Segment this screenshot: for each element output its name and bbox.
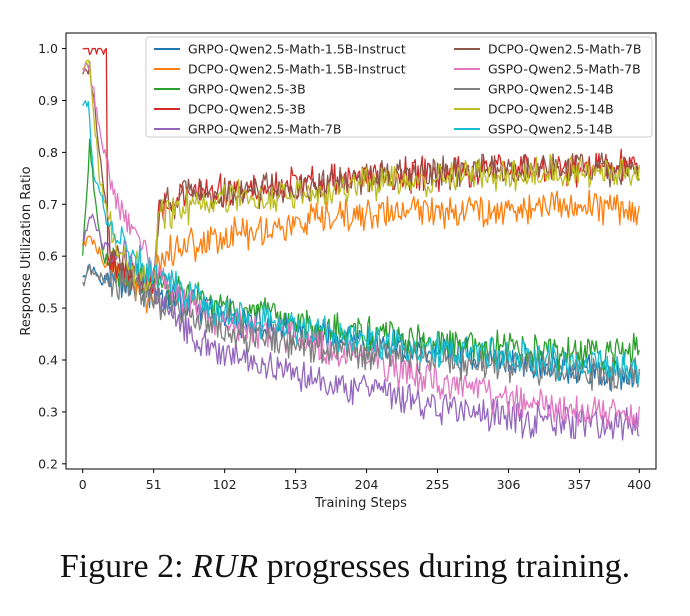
legend-label: GRPO-Qwen2.5-14B: [488, 82, 614, 97]
axis-ticks: 0 51 102 153 204 255 306 357 400 0.2 0.3 0.4 0.5 0.6 0…: [38, 41, 651, 492]
y-axis-label: Response Utilization Ratio: [19, 166, 34, 335]
x-tick-label: 153: [284, 477, 308, 492]
series-line: [82, 59, 640, 292]
caption-suffix: progresses during training.: [258, 548, 631, 585]
chart: 0 51 102 153 204 255 306 357 400 0.2 0.3 0.4 0.5 0.6 0…: [19, 32, 657, 511]
y-tick-label: 0.5: [38, 301, 58, 316]
legend-label: GRPO-Qwen2.5-Math-1.5B-Instruct: [188, 42, 406, 57]
legend-label: GSPO-Qwen2.5-Math-7B: [488, 62, 641, 77]
x-tick-label: 204: [355, 477, 379, 492]
y-tick-label: 0.6: [38, 249, 58, 264]
legend-label: GRPO-Qwen2.5-3B: [188, 82, 306, 97]
caption-emphasis: RUR: [192, 548, 259, 585]
legend-label: DCPO-Qwen2.5-3B: [188, 102, 306, 117]
series-line: [82, 213, 640, 441]
series-line: [82, 263, 640, 392]
series-line: [82, 100, 640, 385]
plot-lines: [82, 47, 640, 441]
y-tick-label: 1.0: [38, 41, 58, 56]
legend-label: DCPO-Qwen2.5-14B: [488, 102, 614, 117]
legend: GRPO-Qwen2.5-Math-1.5B-Instruct DCPO-Qwen…: [145, 36, 653, 138]
legend-label: GSPO-Qwen2.5-14B: [488, 122, 613, 137]
legend-label: GRPO-Qwen2.5-Math-7B: [188, 122, 341, 137]
y-tick-label: 0.9: [38, 93, 58, 108]
x-tick-label: 51: [146, 477, 162, 492]
legend-box: [145, 36, 653, 138]
x-tick-label: 357: [568, 477, 592, 492]
x-tick-label: 102: [213, 477, 237, 492]
y-tick-label: 0.2: [38, 456, 58, 471]
x-tick-label: 400: [627, 477, 651, 492]
plot-frame: [65, 32, 657, 470]
legend-label: DCPO-Qwen2.5-Math-7B: [488, 42, 641, 57]
y-tick-label: 0.3: [38, 404, 58, 419]
y-tick-label: 0.8: [38, 145, 58, 160]
x-tick-label: 0: [79, 477, 87, 492]
legend-label: DCPO-Qwen2.5-Math-1.5B-Instruct: [188, 62, 406, 77]
y-tick-label: 0.7: [38, 197, 58, 212]
x-axis-label: Training Steps: [314, 496, 407, 511]
x-tick-label: 255: [426, 477, 450, 492]
series-line: [82, 189, 640, 314]
figure-caption: Figure 2: RUR progresses during training…: [0, 548, 690, 586]
caption-prefix: Figure 2:: [59, 548, 193, 585]
y-tick-label: 0.4: [38, 353, 58, 368]
x-tick-label: 306: [497, 477, 521, 492]
